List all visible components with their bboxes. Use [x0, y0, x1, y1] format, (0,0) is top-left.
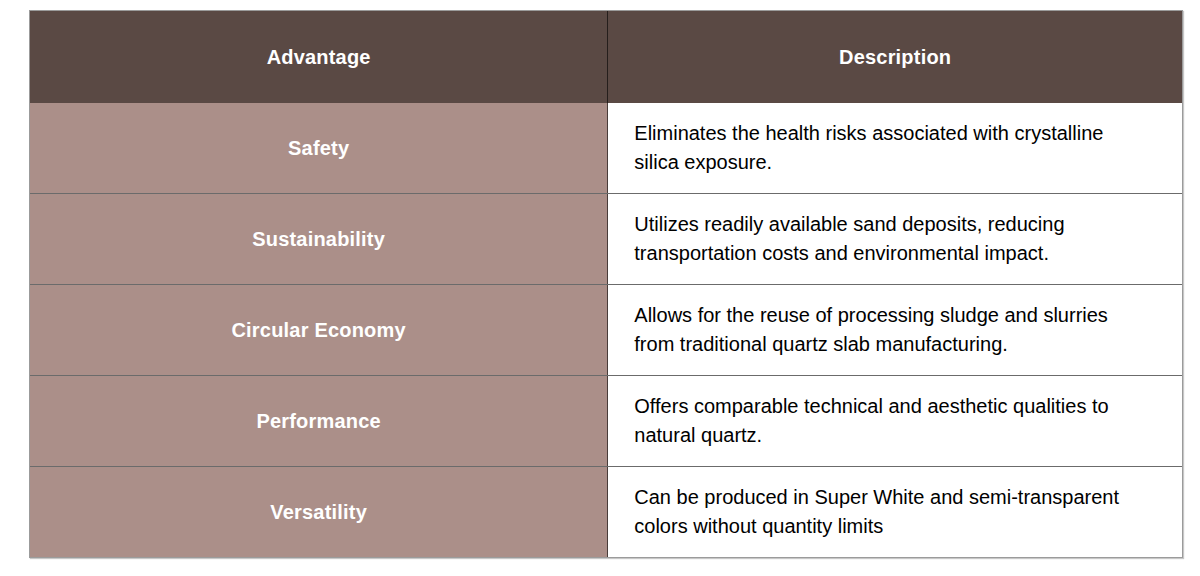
description-cell: Eliminates the health risks associated w… [608, 103, 1182, 193]
table-row: Sustainability Utilizes readily availabl… [30, 193, 1182, 284]
description-text: Can be produced in Super White and semi-… [608, 483, 1182, 541]
description-text: Allows for the reuse of processing sludg… [608, 301, 1182, 359]
description-cell: Allows for the reuse of processing sludg… [608, 285, 1182, 375]
description-cell: Can be produced in Super White and semi-… [608, 467, 1182, 557]
advantage-label: Circular Economy [231, 319, 405, 342]
advantage-cell: Safety [30, 103, 608, 193]
description-cell: Utilizes readily available sand deposits… [608, 194, 1182, 284]
description-text: Offers comparable technical and aestheti… [608, 392, 1182, 450]
description-text: Eliminates the health risks associated w… [608, 119, 1182, 177]
table-row: Versatility Can be produced in Super Whi… [30, 466, 1182, 557]
advantage-cell: Versatility [30, 467, 608, 557]
table-row: Safety Eliminates the health risks assoc… [30, 103, 1182, 193]
advantage-cell: Circular Economy [30, 285, 608, 375]
table-row: Performance Offers comparable technical … [30, 375, 1182, 466]
advantage-cell: Performance [30, 376, 608, 466]
advantage-label: Sustainability [252, 228, 385, 251]
header-label-advantage: Advantage [267, 46, 371, 69]
header-cell-advantage: Advantage [30, 11, 608, 103]
slide-canvas: Advantage Description Safety Eliminates … [0, 0, 1200, 576]
advantage-label: Performance [256, 410, 380, 433]
header-cell-description: Description [608, 11, 1182, 103]
advantages-table: Advantage Description Safety Eliminates … [29, 10, 1183, 558]
table-row: Circular Economy Allows for the reuse of… [30, 284, 1182, 375]
advantage-label: Versatility [270, 501, 367, 524]
advantage-cell: Sustainability [30, 194, 608, 284]
description-cell: Offers comparable technical and aestheti… [608, 376, 1182, 466]
table-header-row: Advantage Description [30, 11, 1182, 103]
advantage-label: Safety [288, 137, 349, 160]
header-label-description: Description [839, 46, 951, 69]
description-text: Utilizes readily available sand deposits… [608, 210, 1182, 268]
